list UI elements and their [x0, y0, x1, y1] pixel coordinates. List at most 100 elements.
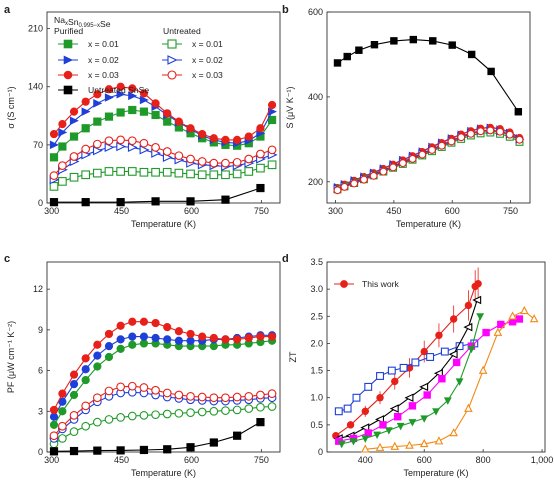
data-point [232, 157, 242, 167]
data-point [221, 335, 230, 344]
data-point [399, 363, 408, 372]
data-series [49, 317, 277, 415]
data-point [443, 397, 452, 405]
data-point [81, 365, 90, 374]
y-axis-label: S (μV K⁻¹) [285, 87, 295, 129]
data-point [409, 35, 418, 44]
data-point [429, 37, 437, 45]
data-point [49, 182, 59, 191]
data-point [398, 159, 407, 168]
data-point [139, 167, 149, 177]
y-axis-label: PF (μW cm⁻¹ K⁻²) [6, 321, 16, 393]
data-series [333, 126, 524, 195]
data-point [162, 147, 172, 156]
data-point [472, 295, 482, 305]
data-point [58, 161, 67, 170]
panel-letter-a: a [4, 4, 11, 16]
data-point [93, 99, 103, 108]
data-point [69, 132, 79, 141]
data-point [389, 163, 398, 172]
x-tick-label: 450 [114, 455, 129, 465]
data-point [419, 438, 429, 448]
plot-frame [326, 261, 546, 453]
x-tick-label: 800 [476, 455, 491, 465]
data-point [390, 441, 400, 450]
legend-group-purified: Purified [54, 26, 83, 36]
data-point [487, 67, 495, 76]
data-point [127, 381, 137, 391]
data-point [49, 412, 59, 421]
data-point [116, 198, 125, 207]
data-point [438, 375, 446, 383]
data-point [267, 145, 277, 155]
data-point [139, 445, 149, 455]
data-point [209, 333, 218, 343]
legend-title-part: 0.995−x [79, 23, 101, 29]
legend-title-part: Se [100, 19, 111, 29]
data-point [139, 339, 149, 348]
data-point [49, 140, 59, 150]
data-point [360, 444, 370, 453]
data-point [163, 117, 172, 126]
data-point [58, 434, 67, 443]
data-point [151, 410, 160, 420]
data-point [81, 354, 90, 363]
data-point [116, 167, 125, 176]
data-point [49, 153, 59, 162]
data-point [360, 423, 370, 432]
data-series [333, 295, 482, 443]
data-point [496, 127, 505, 136]
data-point [197, 170, 207, 180]
data-point [343, 52, 351, 61]
data-point [482, 328, 490, 337]
x-tick-label: 300 [44, 455, 59, 465]
data-point [376, 394, 384, 402]
y-tick-label: 210 [28, 24, 43, 34]
data-point [151, 143, 160, 152]
data-point [333, 186, 342, 195]
y-tick-label: 3.0 [310, 284, 323, 294]
data-point [423, 391, 431, 399]
series-line [53, 421, 261, 452]
data-point [81, 421, 91, 431]
data-point [361, 407, 369, 415]
data-point [448, 350, 458, 359]
y-tick-label: 3.5 [310, 257, 323, 267]
data-point [128, 84, 137, 93]
data-point [221, 170, 230, 180]
data-point [92, 417, 102, 427]
data-point [244, 392, 254, 401]
data-point [267, 160, 277, 170]
data-point [81, 144, 91, 154]
data-point [221, 406, 230, 415]
data-point [128, 317, 137, 326]
data-point [267, 402, 277, 411]
data-point [69, 380, 79, 389]
x-tick-label: 300 [44, 206, 59, 216]
x-tick-label: 600 [445, 206, 460, 216]
panel-letter-d: d [282, 253, 289, 265]
data-point [476, 313, 485, 321]
data-point [437, 141, 446, 150]
x-tick-label: 600 [184, 455, 199, 465]
data-point [69, 427, 79, 436]
data-point [139, 95, 149, 105]
data-series [49, 135, 277, 180]
data-point [515, 315, 524, 323]
data-point [267, 115, 277, 125]
y-tick-label: 0 [318, 447, 323, 457]
data-point [174, 168, 184, 178]
y-tick-label: 0 [38, 198, 43, 208]
data-point [221, 158, 230, 168]
data-point [127, 167, 137, 176]
legend-marker [63, 55, 74, 65]
data-point [350, 179, 359, 188]
data-point [514, 108, 523, 116]
data-point [69, 107, 79, 116]
data-point [69, 152, 79, 161]
data-point [58, 128, 68, 137]
data-point [447, 137, 456, 146]
data-point [486, 126, 495, 135]
data-point [478, 365, 488, 374]
data-point [139, 317, 149, 326]
